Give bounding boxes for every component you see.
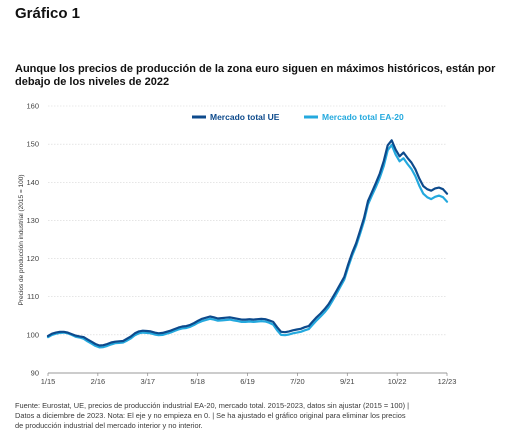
x-tick-label: 10/22 xyxy=(388,377,407,386)
footnote: Fuente: Eurostat, UE, precios de producc… xyxy=(15,401,503,431)
line-chart: 90 100 110 120 130 140 150 160 1/15 2/16 3/17 5/18… xyxy=(18,102,457,387)
figure-label: Gráfico 1 xyxy=(15,5,81,22)
legend: Mercado total UE Mercado total EA-20 xyxy=(192,112,404,122)
footnote-line-2: Datos a diciembre de 2023. Nota: El eje … xyxy=(15,411,406,420)
legend-label: Mercado total UE xyxy=(210,112,280,122)
footnote-line-3: de producción industrial del mercado int… xyxy=(15,421,203,430)
x-tick-label: 9/21 xyxy=(340,377,355,386)
x-tick-label: 3/17 xyxy=(140,377,155,386)
x-tick-label: 6/19 xyxy=(240,377,255,386)
y-tick-label: 150 xyxy=(26,140,39,149)
x-tick-label: 5/18 xyxy=(190,377,205,386)
y-tick-label: 140 xyxy=(26,178,39,187)
legend-label: Mercado total EA-20 xyxy=(322,112,404,122)
y-tick-label: 100 xyxy=(26,330,39,339)
x-tick-label: 1/15 xyxy=(41,377,56,386)
x-axis-ticks: 1/15 2/16 3/17 5/18 6/19 7/20 9/21 10/22 12/23 xyxy=(41,373,457,386)
x-tick-label: 7/20 xyxy=(290,377,305,386)
footnote-line-1: Fuente: Eurostat, UE, precios de producc… xyxy=(15,401,410,410)
series-line-ue xyxy=(46,139,449,347)
y-tick-label: 160 xyxy=(26,102,39,111)
y-tick-label: 120 xyxy=(26,254,39,263)
y-axis-label: Precios de producción industrial (2015 =… xyxy=(18,175,25,306)
y-tick-label: 110 xyxy=(27,292,39,301)
x-tick-label: 2/16 xyxy=(91,377,106,386)
series-lines xyxy=(46,139,449,349)
y-tick-label: 130 xyxy=(26,216,39,225)
series-line-ea20 xyxy=(46,143,449,349)
x-tick-label: 12/23 xyxy=(438,377,457,386)
chart-title: Aunque los precios de producción de la z… xyxy=(15,63,496,88)
y-axis-ticks: 90 100 110 120 130 140 150 160 xyxy=(26,102,39,378)
y-tick-label: 90 xyxy=(31,369,39,378)
